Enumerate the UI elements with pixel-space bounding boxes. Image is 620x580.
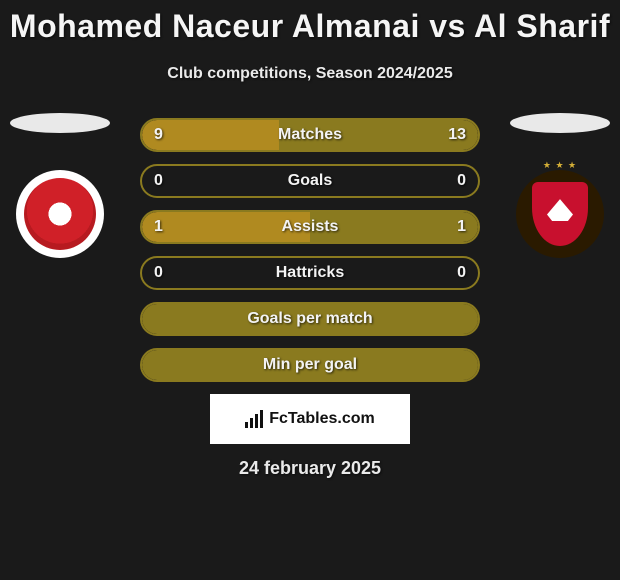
stat-bar: Matches913 bbox=[140, 118, 480, 152]
stat-bar: Min per goal bbox=[140, 348, 480, 382]
bar-chart-icon bbox=[245, 410, 263, 428]
club-crest-left bbox=[16, 170, 104, 258]
stat-fill-left bbox=[142, 212, 310, 242]
stat-fill-right bbox=[279, 120, 478, 150]
flag-left bbox=[10, 113, 110, 133]
stat-fill-left bbox=[142, 350, 478, 380]
stat-value-left: 0 bbox=[154, 258, 163, 288]
footer-text: FcTables.com bbox=[269, 410, 375, 428]
stat-value-right: 0 bbox=[457, 258, 466, 288]
comparison-panel: ★ ★ ★ Matches913Goals00Assists11Hattrick… bbox=[0, 118, 620, 479]
stat-bar: Goals0 0 bbox=[140, 164, 480, 198]
club-crest-right: ★ ★ ★ bbox=[516, 170, 604, 258]
crest-left-inner bbox=[24, 178, 96, 250]
crest-right-shield bbox=[532, 182, 588, 246]
date-label: 24 february 2025 bbox=[0, 458, 620, 479]
page-title: Mohamed Naceur Almanai vs Al Sharif bbox=[0, 0, 620, 45]
subtitle: Club competitions, Season 2024/2025 bbox=[0, 65, 620, 83]
stat-label: Hattricks bbox=[142, 258, 478, 288]
stat-fill-left bbox=[142, 120, 279, 150]
stat-fill-left bbox=[142, 304, 478, 334]
stat-label: Goals bbox=[142, 166, 478, 196]
footer-attribution: FcTables.com bbox=[210, 394, 410, 444]
stat-fill-right bbox=[310, 212, 478, 242]
flag-right bbox=[510, 113, 610, 133]
crest-stars-icon: ★ ★ ★ bbox=[543, 160, 577, 171]
stat-value-right: 0 bbox=[457, 166, 466, 196]
stat-value-left: 0 bbox=[154, 166, 163, 196]
stat-bar: Goals per match bbox=[140, 302, 480, 336]
stat-bars: Matches913Goals00Assists11Hattricks00Goa… bbox=[140, 118, 480, 382]
stat-bar: Assists11 bbox=[140, 210, 480, 244]
stat-bar: Hattricks0 0 bbox=[140, 256, 480, 290]
